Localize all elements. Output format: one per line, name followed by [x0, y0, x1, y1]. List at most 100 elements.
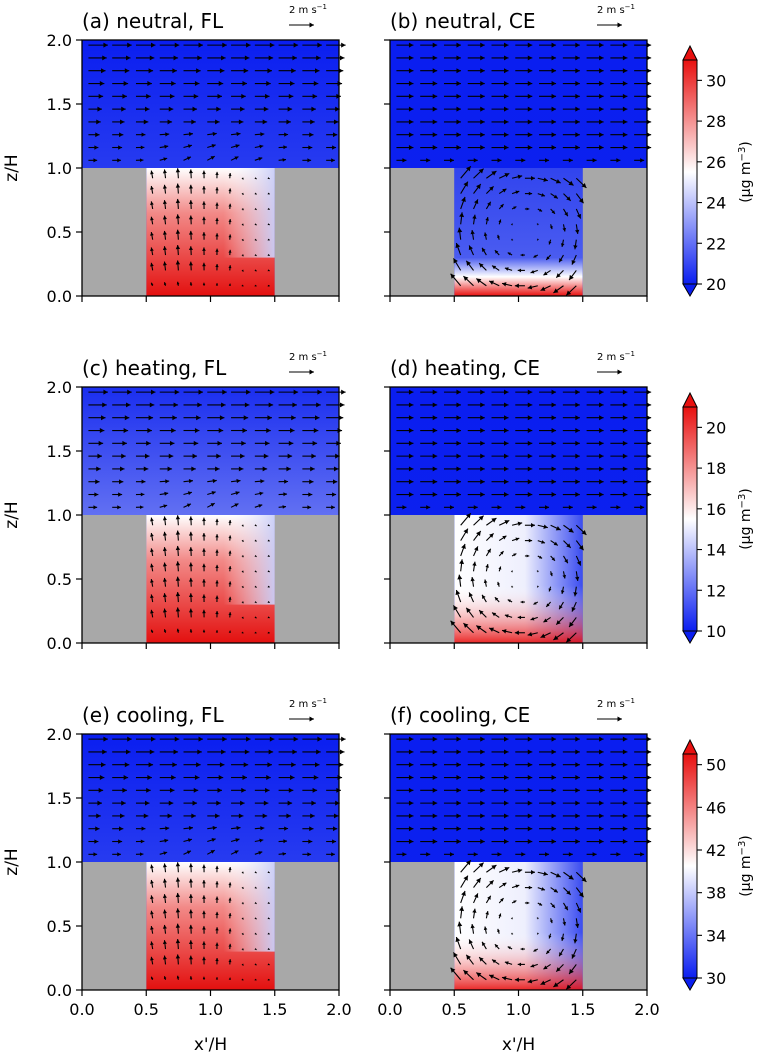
panel-f: 0.0 0.5 1.0 1.5 2.0 (f) cooling, CE 2 m s−1 x'/…	[377, 697, 659, 1055]
flow-vector	[455, 936, 462, 950]
flow-vector	[254, 932, 257, 935]
flow-vector	[241, 269, 244, 272]
flow-vector	[562, 42, 580, 48]
flow-vector	[457, 921, 463, 934]
flow-vector	[491, 119, 509, 125]
building-right	[582, 862, 647, 990]
colorbar-frame	[682, 406, 698, 632]
flow-vector	[254, 762, 272, 768]
flow-vector	[634, 762, 652, 768]
scale-arrow-exponent: −1	[625, 697, 635, 705]
flow-vector	[267, 570, 270, 573]
flow-vector	[443, 68, 461, 74]
flow-vector	[498, 866, 510, 873]
panel-title: (f) cooling, CE	[390, 703, 530, 727]
flow-vector	[485, 895, 492, 904]
flow-vector	[396, 839, 414, 844]
flow-vector	[515, 839, 533, 844]
flow-vector	[326, 415, 344, 421]
flow-vector	[491, 762, 509, 768]
flow-vector	[536, 932, 540, 935]
flow-vector	[586, 813, 604, 819]
flow-vector	[183, 440, 199, 446]
flow-vector	[112, 762, 130, 768]
flow-vector	[241, 238, 244, 242]
flow-vector	[586, 479, 604, 485]
flow-vector	[634, 42, 652, 48]
flow-vector	[159, 491, 169, 496]
flow-vector	[537, 193, 546, 197]
flow-vector	[267, 192, 270, 195]
flow-vector	[443, 145, 461, 150]
flow-vector	[278, 55, 297, 61]
flow-vector	[88, 826, 100, 832]
flow-vector	[467, 428, 485, 433]
flow-vector	[112, 106, 126, 112]
flow-vector	[420, 55, 438, 61]
flow-vector	[539, 479, 557, 485]
flow-vector	[183, 736, 204, 742]
flow-vector	[302, 93, 318, 99]
x-tick-label: 0.0	[69, 1000, 94, 1019]
flow-vector	[443, 813, 461, 819]
flow-vector	[326, 106, 340, 112]
flow-vector	[230, 503, 239, 508]
flow-vector	[634, 158, 645, 163]
flow-vector	[150, 941, 154, 950]
flow-vector	[159, 119, 173, 125]
flow-vector	[597, 716, 622, 722]
flow-vector	[562, 800, 580, 806]
flow-vector	[254, 631, 257, 634]
colorbar-label-close: )	[738, 835, 754, 840]
flow-vector	[515, 132, 533, 138]
flow-vector	[467, 81, 485, 86]
flow-vector	[575, 871, 587, 883]
flow-vector	[326, 749, 345, 755]
flow-vector	[231, 68, 249, 74]
flow-vector	[183, 428, 200, 433]
flow-vector	[548, 239, 552, 245]
flow-vector	[491, 145, 509, 150]
flow-vector	[207, 415, 225, 421]
flow-vector	[610, 749, 628, 755]
flow-vector	[302, 826, 314, 832]
colorbar-tick-label: 24	[706, 194, 726, 213]
flow-vector	[231, 428, 247, 433]
flow-vector	[215, 957, 219, 965]
flow-vector	[254, 775, 271, 780]
flow-vector	[215, 233, 219, 240]
flow-vector	[254, 192, 257, 195]
flow-vector	[215, 911, 219, 919]
flow-vector	[188, 516, 193, 526]
flow-vector	[586, 466, 604, 472]
flow-vector	[562, 81, 580, 86]
flow-vector	[562, 106, 580, 112]
y-tick-label: 1.0	[47, 853, 72, 872]
flow-vector	[634, 389, 652, 395]
flow-vector	[498, 188, 507, 195]
flow-vector	[562, 492, 580, 497]
flow-vector	[545, 601, 552, 608]
flow-vector	[420, 402, 438, 408]
flow-vector	[396, 389, 414, 395]
flow-vector	[231, 389, 251, 395]
flow-vector	[183, 402, 202, 408]
flow-vector	[175, 877, 181, 888]
flow-vector	[159, 504, 168, 508]
flow-vector	[586, 800, 604, 806]
flow-vector	[202, 247, 206, 256]
flow-vector	[473, 530, 482, 541]
flow-vector	[571, 948, 577, 959]
flow-vector	[571, 254, 577, 265]
flow-vector	[254, 616, 257, 619]
flow-vector	[159, 415, 177, 421]
flow-vector	[183, 787, 199, 793]
flow-vector	[112, 428, 129, 433]
flow-vector	[443, 81, 461, 86]
flow-vector	[254, 119, 268, 125]
flow-vector	[188, 184, 193, 194]
flow-vector	[485, 548, 492, 557]
flow-vector	[443, 800, 461, 806]
panel-title: (c) heating, FL	[82, 356, 227, 380]
flow-vector	[597, 22, 622, 28]
